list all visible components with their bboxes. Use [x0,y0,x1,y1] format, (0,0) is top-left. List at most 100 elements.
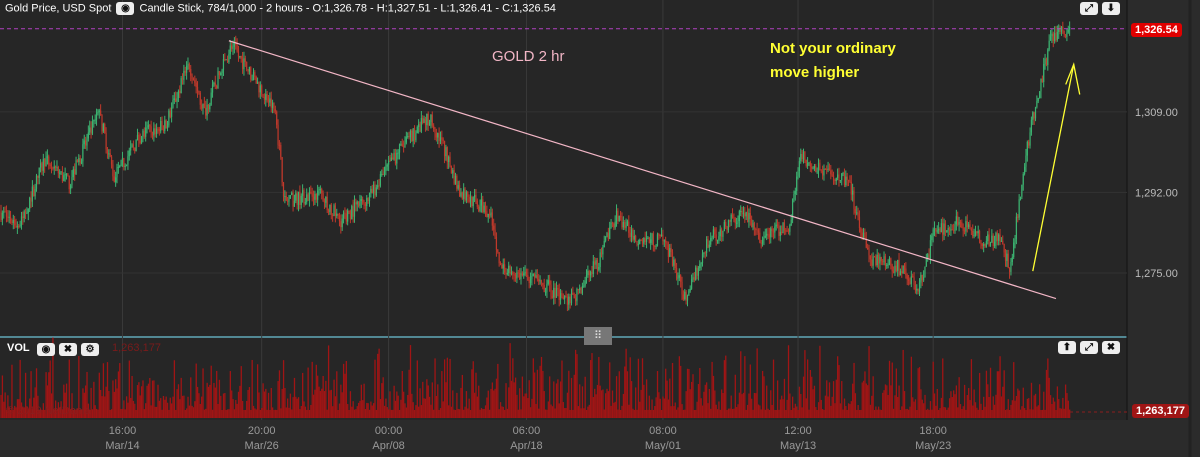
eye-icon[interactable]: ◉ [37,343,55,357]
volume-bar [574,349,577,418]
volume-bar [150,405,152,418]
candle-body [53,166,55,169]
candle-body [845,176,847,186]
candle-body [1045,58,1048,65]
candle-body [42,158,44,171]
candle-body [218,71,220,76]
volume-bar [614,401,616,418]
price-pane [0,0,1127,336]
volume-bar [184,409,186,418]
expand-icon[interactable]: ⤢ [1080,2,1098,16]
candle-body [887,264,889,266]
candle-body [972,230,974,237]
volume-bar [581,386,584,418]
candle-body [1023,166,1026,174]
close-icon[interactable]: ✖ [1102,341,1120,355]
candle-body [536,275,538,280]
volume-bar [490,388,492,418]
volume-bar [598,356,600,418]
volume-bar [303,401,305,418]
volume-bar [659,398,661,418]
candle-body [153,128,155,136]
volume-bar [637,358,640,418]
candle-body [667,244,669,257]
volume-bar [168,409,170,418]
last-price-badge: 1,326.54 [1131,23,1182,37]
volume-bar [132,400,135,418]
candle-body [486,211,488,218]
volume-bar [259,409,262,418]
candle-body [888,258,891,265]
volume-bar [688,369,690,418]
candle-body [254,72,256,77]
gear-icon[interactable]: ⚙ [81,343,99,357]
candle-body [1022,173,1024,185]
volume-bar [715,404,717,418]
volume-bar [225,409,227,418]
volume-bar [633,409,635,418]
candle-body [113,176,115,183]
volume-value: 1,263,177 [112,342,161,354]
candle-body [1037,97,1039,102]
volume-bar [151,380,154,418]
candle-body [37,175,39,178]
candles [0,21,1071,312]
volume-bar [939,408,941,418]
volume-bar [1064,384,1067,418]
volume-bar [984,406,986,418]
arrow-down-icon[interactable]: ⬇ [1102,2,1120,16]
volume-bar [510,380,513,418]
volume-bar [375,409,378,418]
volume-bar [448,405,450,418]
volume-bar [246,400,248,418]
candle-body [222,59,225,70]
close-icon[interactable]: ✖ [59,343,77,357]
volume-bar [437,384,439,418]
eye-icon[interactable]: ◉ [116,2,135,15]
candle-body [168,110,170,126]
volume-bar [534,372,536,418]
candle-body [1055,33,1057,40]
volume-bar [1045,369,1048,418]
candle-body [751,219,753,228]
volume-bar [860,409,862,418]
candle-body [948,227,951,231]
volume-bar [830,405,832,418]
candle-body [742,213,745,215]
candle-body [766,233,768,236]
candle-body [368,193,371,201]
candle-body [583,285,585,287]
chart-annotation-title: GOLD 2 hr [492,48,565,65]
candle-body [29,197,31,209]
volume-bar [330,389,332,418]
candle-body [789,225,791,232]
candle-body [523,273,525,276]
candle-body [100,110,102,116]
candle-body [970,229,972,231]
candle-body [525,271,528,275]
candle-body [211,84,214,93]
volume-bar [512,358,514,418]
volume-bar [845,406,847,418]
volume-bar [464,406,466,418]
candle-body [404,142,406,147]
candle-body [1014,238,1016,243]
candle-body [722,230,724,237]
candle-body [772,231,775,233]
volume-bar [835,379,837,418]
expand-icon[interactable]: ⤢ [1080,341,1098,355]
candle-body [38,167,40,178]
candle-body [356,201,358,205]
volume-bar [117,371,120,418]
candle-body [961,222,963,228]
volume-bar [506,408,509,418]
volume-bar [385,398,387,418]
volume-bar [27,409,29,418]
volume-bar [1007,399,1009,418]
candle-body [435,133,437,138]
drag-handle-icon[interactable]: ⠿ [584,327,612,345]
x-tick-time: 00:00 [375,425,403,437]
arrow-up-icon[interactable]: ⬆ [1058,341,1076,355]
candle-body [397,152,399,154]
